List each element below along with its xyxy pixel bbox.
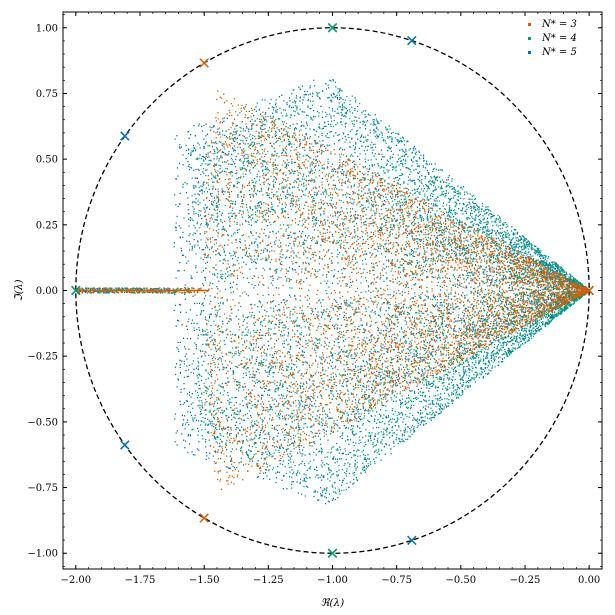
x-tick-label: −0.25 — [510, 575, 541, 586]
y-tick-label: 0.25 — [36, 220, 58, 231]
x-tick-label: −1.25 — [253, 575, 284, 586]
x-tick-label: −1.00 — [317, 575, 348, 586]
legend-marker-2 — [528, 51, 531, 54]
legend-marker-0 — [528, 23, 531, 26]
x-tick-label: −2.00 — [61, 575, 92, 586]
y-tick-label: −0.25 — [27, 352, 58, 363]
root-marker-0-7 — [407, 535, 417, 546]
x-tick-label: −0.50 — [446, 575, 477, 586]
y-tick-label: −1.00 — [27, 549, 58, 560]
root-marker-1-3 — [327, 548, 338, 558]
root-marker-0-3 — [120, 131, 130, 141]
y-tick-label: 1.00 — [36, 23, 58, 34]
root-marker-2-1 — [199, 58, 209, 68]
root-marker-2-0 — [584, 285, 594, 296]
root-marker-0-5 — [120, 440, 130, 450]
legend-label-2: N* = 5 — [541, 47, 577, 58]
legend-marker-1 — [528, 37, 531, 40]
scatter-points — [75, 79, 591, 505]
root-marker-1-1 — [327, 23, 338, 33]
y-tick-label: −0.75 — [27, 483, 58, 494]
y-axis-label: ℑ(λ) — [13, 279, 25, 301]
y-tick-label: 0.00 — [36, 286, 58, 297]
x-tick-label: −0.75 — [381, 575, 412, 586]
y-tick-label: −0.50 — [27, 417, 58, 428]
x-tick-label: −1.75 — [125, 575, 156, 586]
root-markers — [71, 23, 594, 558]
root-marker-2-2 — [199, 513, 209, 523]
legend: N* = 3 N* = 4 N* = 5 — [528, 19, 577, 58]
root-marker-0-1 — [407, 35, 417, 46]
y-tick-label: 0.50 — [36, 155, 58, 166]
scatter-series-2 — [77, 90, 591, 491]
y-tick-label: 0.75 — [36, 89, 58, 100]
root-marker-1-2 — [71, 285, 81, 296]
x-axis-label: ℜ(λ) — [321, 597, 344, 609]
axis-ticks: −2.00 −1.75 −1.50 −1.25 −1.00 −0.75 −0.50 −0.25… — [27, 12, 603, 586]
x-tick-label: 0.00 — [578, 575, 600, 586]
x-tick-label: −1.50 — [189, 575, 220, 586]
legend-label-0: N* = 3 — [541, 19, 577, 30]
legend-label-1: N* = 4 — [541, 33, 577, 44]
